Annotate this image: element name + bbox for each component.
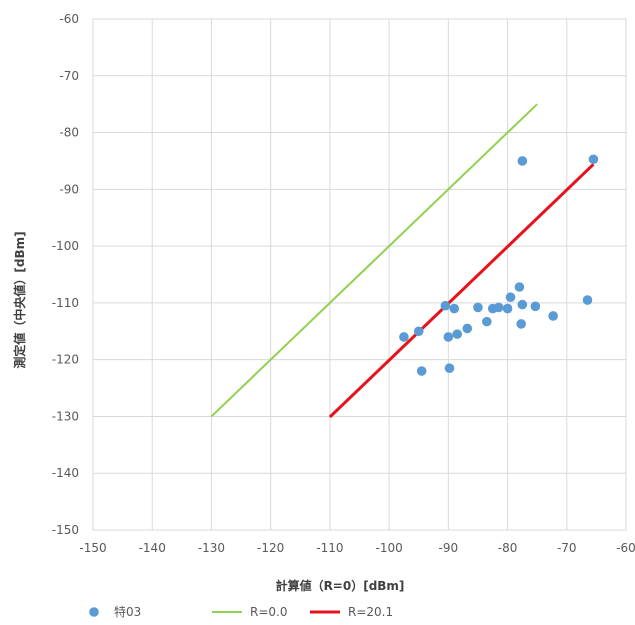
- data-point: [493, 302, 504, 313]
- legend-label: R=0.0: [250, 605, 287, 619]
- data-point: [505, 292, 516, 303]
- y-tick-label: -70: [59, 69, 79, 83]
- data-point: [582, 295, 593, 305]
- x-tick-label: -60: [616, 541, 635, 555]
- y-tick-label: -60: [59, 12, 79, 26]
- y-tick-label: -90: [59, 182, 79, 196]
- x-tick-label: -90: [439, 541, 459, 555]
- series-layer: [210, 103, 599, 419]
- y-tick-label: -100: [52, 239, 79, 253]
- y-tick-labels: -150 -140 -130 -120 -110 -100 -90 -80 -70 -60: [52, 12, 79, 537]
- data-point: [443, 332, 454, 342]
- data-point: [462, 323, 473, 334]
- x-axis-title: 計算値（R=0）[dBm]: [276, 578, 405, 593]
- data-point: [416, 366, 427, 376]
- data-point: [413, 326, 424, 337]
- data-point: [440, 300, 451, 311]
- y-tick-label: -150: [52, 523, 79, 537]
- data-point: [449, 303, 460, 314]
- series-line: [210, 103, 538, 418]
- x-tick-label: -70: [557, 541, 577, 555]
- data-point: [452, 329, 463, 339]
- data-point: [502, 303, 513, 314]
- x-tick-label: -120: [257, 541, 284, 555]
- x-tick-label: -150: [79, 541, 106, 555]
- x-tick-label: -130: [198, 541, 225, 555]
- data-point: [548, 311, 558, 321]
- data-point: [530, 301, 541, 312]
- legend: 特03 R=0.0 R=20.1: [89, 604, 393, 619]
- data-point: [588, 154, 599, 165]
- legend-marker: [89, 607, 99, 617]
- data-point: [517, 299, 528, 310]
- data-point: [444, 363, 455, 373]
- series-line: [328, 163, 595, 419]
- data-point: [473, 302, 483, 313]
- legend-label: 特03: [114, 604, 141, 619]
- x-tick-labels: -150 -140 -130 -120 -110 -100 -90 -80 -70 -60: [79, 541, 635, 555]
- y-tick-label: -80: [59, 126, 79, 140]
- y-tick-label: -140: [52, 466, 79, 480]
- y-tick-label: -120: [52, 353, 79, 367]
- x-tick-label: -110: [316, 541, 343, 555]
- data-point: [514, 282, 525, 292]
- data-point: [517, 156, 528, 166]
- x-tick-label: -100: [375, 541, 402, 555]
- data-point: [482, 316, 492, 327]
- legend-label: R=20.1: [348, 605, 393, 619]
- y-axis-title: 測定値（中央値）[dBm]: [12, 231, 27, 368]
- data-point: [399, 332, 409, 342]
- gridlines: [92, 18, 627, 531]
- data-point: [516, 319, 526, 329]
- x-tick-label: -140: [139, 541, 166, 555]
- y-tick-label: -110: [52, 296, 79, 310]
- x-tick-label: -80: [498, 541, 518, 555]
- y-tick-label: -130: [52, 409, 79, 423]
